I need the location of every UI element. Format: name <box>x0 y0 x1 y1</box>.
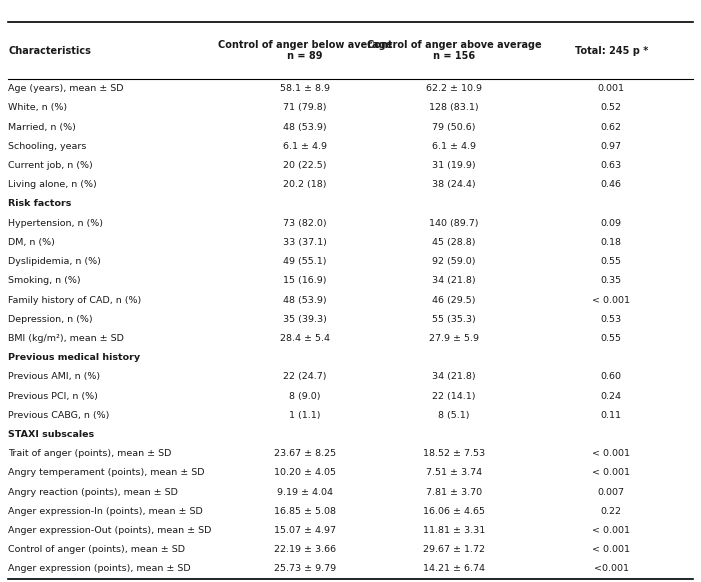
Text: 0.63: 0.63 <box>601 161 622 170</box>
Text: 45 (28.8): 45 (28.8) <box>433 238 476 247</box>
Text: 38 (24.4): 38 (24.4) <box>433 180 476 189</box>
Text: Previous PCI, n (%): Previous PCI, n (%) <box>8 392 98 400</box>
Text: 6.1 ± 4.9: 6.1 ± 4.9 <box>433 142 476 151</box>
Text: 20 (22.5): 20 (22.5) <box>283 161 327 170</box>
Text: 140 (89.7): 140 (89.7) <box>430 219 479 228</box>
Text: 25.73 ± 9.79: 25.73 ± 9.79 <box>274 565 336 573</box>
Text: < 0.001: < 0.001 <box>592 449 630 458</box>
Text: < 0.001: < 0.001 <box>592 526 630 535</box>
Text: Anger expression-Out (points), mean ± SD: Anger expression-Out (points), mean ± SD <box>8 526 212 535</box>
Text: Total: 245 p *: Total: 245 p * <box>575 45 648 56</box>
Text: 48 (53.9): 48 (53.9) <box>283 296 327 304</box>
Text: 0.97: 0.97 <box>601 142 622 151</box>
Text: 48 (53.9): 48 (53.9) <box>283 123 327 132</box>
Text: <0.001: <0.001 <box>594 565 629 573</box>
Text: 0.60: 0.60 <box>601 372 622 381</box>
Text: 20.2 (18): 20.2 (18) <box>283 180 327 189</box>
Text: Previous medical history: Previous medical history <box>8 353 140 362</box>
Text: 22 (24.7): 22 (24.7) <box>283 372 327 381</box>
Text: 22.19 ± 3.66: 22.19 ± 3.66 <box>274 545 336 554</box>
Text: Smoking, n (%): Smoking, n (%) <box>8 276 81 285</box>
Text: 0.24: 0.24 <box>601 392 622 400</box>
Text: 46 (29.5): 46 (29.5) <box>433 296 476 304</box>
Text: Married, n (%): Married, n (%) <box>8 123 76 132</box>
Text: 31 (19.9): 31 (19.9) <box>433 161 476 170</box>
Text: DM, n (%): DM, n (%) <box>8 238 55 247</box>
Text: 29.67 ± 1.72: 29.67 ± 1.72 <box>423 545 485 554</box>
Text: 92 (59.0): 92 (59.0) <box>433 257 476 266</box>
Text: 0.53: 0.53 <box>601 315 622 324</box>
Text: Trait of anger (points), mean ± SD: Trait of anger (points), mean ± SD <box>8 449 172 458</box>
Text: 16.85 ± 5.08: 16.85 ± 5.08 <box>274 507 336 516</box>
Text: 1 (1.1): 1 (1.1) <box>290 411 320 420</box>
Text: < 0.001: < 0.001 <box>592 545 630 554</box>
Text: Living alone, n (%): Living alone, n (%) <box>8 180 97 189</box>
Text: < 0.001: < 0.001 <box>592 469 630 477</box>
Text: Previous AMI, n (%): Previous AMI, n (%) <box>8 372 100 381</box>
Text: 8 (9.0): 8 (9.0) <box>290 392 320 400</box>
Text: Family history of CAD, n (%): Family history of CAD, n (%) <box>8 296 142 304</box>
Text: 0.62: 0.62 <box>601 123 622 132</box>
Text: 58.1 ± 8.9: 58.1 ± 8.9 <box>280 84 330 93</box>
Text: 49 (55.1): 49 (55.1) <box>283 257 327 266</box>
Text: 0.18: 0.18 <box>601 238 622 247</box>
Text: Previous CABG, n (%): Previous CABG, n (%) <box>8 411 110 420</box>
Text: STAXI subscales: STAXI subscales <box>8 430 95 439</box>
Text: 6.1 ± 4.9: 6.1 ± 4.9 <box>283 142 327 151</box>
Text: 0.11: 0.11 <box>601 411 622 420</box>
Text: Risk factors: Risk factors <box>8 200 72 208</box>
Text: 0.55: 0.55 <box>601 257 622 266</box>
Text: Characteristics: Characteristics <box>8 45 91 56</box>
Text: 34 (21.8): 34 (21.8) <box>433 276 476 285</box>
Text: Angry reaction (points), mean ± SD: Angry reaction (points), mean ± SD <box>8 488 178 496</box>
Text: 71 (79.8): 71 (79.8) <box>283 104 327 112</box>
Text: Schooling, years: Schooling, years <box>8 142 87 151</box>
Text: 0.22: 0.22 <box>601 507 622 516</box>
Text: 11.81 ± 3.31: 11.81 ± 3.31 <box>423 526 485 535</box>
Text: Age (years), mean ± SD: Age (years), mean ± SD <box>8 84 124 93</box>
Text: 16.06 ± 4.65: 16.06 ± 4.65 <box>423 507 485 516</box>
Text: 0.001: 0.001 <box>598 84 625 93</box>
Text: Depression, n (%): Depression, n (%) <box>8 315 93 324</box>
Text: 35 (39.3): 35 (39.3) <box>283 315 327 324</box>
Text: 9.19 ± 4.04: 9.19 ± 4.04 <box>277 488 333 496</box>
Text: 10.20 ± 4.05: 10.20 ± 4.05 <box>274 469 336 477</box>
Text: 15.07 ± 4.97: 15.07 ± 4.97 <box>274 526 336 535</box>
Text: 0.09: 0.09 <box>601 219 622 228</box>
Text: 15 (16.9): 15 (16.9) <box>283 276 327 285</box>
Text: 128 (83.1): 128 (83.1) <box>430 104 479 112</box>
Text: 34 (21.8): 34 (21.8) <box>433 372 476 381</box>
Text: Control of anger below average
n = 89: Control of anger below average n = 89 <box>218 40 392 62</box>
Text: 27.9 ± 5.9: 27.9 ± 5.9 <box>429 334 479 343</box>
Text: BMI (kg/m²), mean ± SD: BMI (kg/m²), mean ± SD <box>8 334 124 343</box>
Text: 73 (82.0): 73 (82.0) <box>283 219 327 228</box>
Text: Hypertension, n (%): Hypertension, n (%) <box>8 219 104 228</box>
Text: 7.81 ± 3.70: 7.81 ± 3.70 <box>426 488 482 496</box>
Text: 0.007: 0.007 <box>598 488 625 496</box>
Text: 23.67 ± 8.25: 23.67 ± 8.25 <box>274 449 336 458</box>
Text: 8 (5.1): 8 (5.1) <box>439 411 470 420</box>
Text: 79 (50.6): 79 (50.6) <box>433 123 476 132</box>
Text: Anger expression-In (points), mean ± SD: Anger expression-In (points), mean ± SD <box>8 507 203 516</box>
Text: 0.46: 0.46 <box>601 180 622 189</box>
Text: 55 (35.3): 55 (35.3) <box>433 315 476 324</box>
Text: Current job, n (%): Current job, n (%) <box>8 161 93 170</box>
Text: 62.2 ± 10.9: 62.2 ± 10.9 <box>426 84 482 93</box>
Text: Dyslipidemia, n (%): Dyslipidemia, n (%) <box>8 257 101 266</box>
Text: Control of anger above average
n = 156: Control of anger above average n = 156 <box>367 40 542 62</box>
Text: 33 (37.1): 33 (37.1) <box>283 238 327 247</box>
Text: Control of anger (points), mean ± SD: Control of anger (points), mean ± SD <box>8 545 185 554</box>
Text: 0.52: 0.52 <box>601 104 622 112</box>
Text: 28.4 ± 5.4: 28.4 ± 5.4 <box>280 334 330 343</box>
Text: 0.35: 0.35 <box>601 276 622 285</box>
Text: < 0.001: < 0.001 <box>592 296 630 304</box>
Text: White, n (%): White, n (%) <box>8 104 67 112</box>
Text: 14.21 ± 6.74: 14.21 ± 6.74 <box>423 565 485 573</box>
Text: 0.55: 0.55 <box>601 334 622 343</box>
Text: 7.51 ± 3.74: 7.51 ± 3.74 <box>426 469 482 477</box>
Text: Anger expression (points), mean ± SD: Anger expression (points), mean ± SD <box>8 565 191 573</box>
Text: 22 (14.1): 22 (14.1) <box>433 392 476 400</box>
Text: Angry temperament (points), mean ± SD: Angry temperament (points), mean ± SD <box>8 469 205 477</box>
Text: 18.52 ± 7.53: 18.52 ± 7.53 <box>423 449 485 458</box>
